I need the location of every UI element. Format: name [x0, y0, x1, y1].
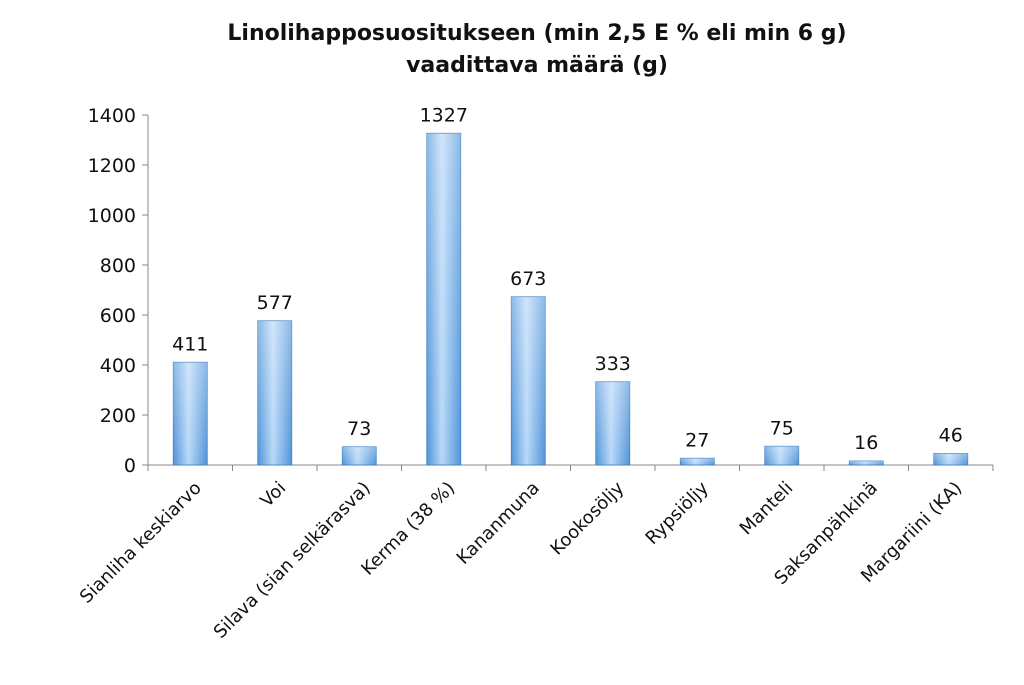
- data-label: 577: [257, 292, 293, 314]
- data-label: 411: [172, 333, 208, 355]
- data-label: 16: [854, 432, 878, 454]
- bar-highlight: [849, 461, 884, 465]
- y-tick-label: 1000: [88, 205, 136, 227]
- bar-highlight: [257, 320, 292, 465]
- bars: [172, 132, 969, 466]
- bar-highlight: [595, 381, 630, 465]
- bar-highlight: [764, 446, 799, 465]
- y-tick-label: 1400: [88, 105, 136, 127]
- data-label: 333: [595, 353, 631, 375]
- data-label: 75: [770, 417, 794, 439]
- data-label: 46: [939, 425, 963, 447]
- y-tick-label: 1200: [88, 155, 136, 177]
- axes: 0 200 400 600 800 1000 1200 1400: [88, 105, 994, 477]
- category-label: Manteli: [736, 478, 798, 540]
- category-label: Sianliha keskiarvo: [76, 478, 206, 608]
- category-label: Rypsiöljy: [642, 477, 713, 548]
- chart-title: Linolihapposuositukseen (min 2,5 E % eli…: [0, 18, 1024, 82]
- y-tick-label: 0: [124, 455, 136, 477]
- bar-highlight: [342, 446, 377, 465]
- data-label: 73: [347, 418, 371, 440]
- category-label: Kookosöljy: [546, 477, 628, 559]
- bar-highlight: [426, 133, 461, 465]
- data-label: 1327: [420, 104, 468, 126]
- y-tick-label: 800: [100, 255, 136, 277]
- y-tick-label: 400: [100, 355, 136, 377]
- data-label: 27: [685, 429, 709, 451]
- chart-title-line2: vaadittava määrä (g): [406, 53, 668, 78]
- chart-title-line1: Linolihapposuositukseen (min 2,5 E % eli…: [227, 21, 847, 46]
- bar-highlight: [933, 453, 968, 465]
- category-label: Silava (sian selkärasva): [210, 478, 375, 643]
- category-label: Voi: [256, 478, 290, 512]
- bar-highlight: [511, 296, 546, 465]
- y-tick-label: 600: [100, 305, 136, 327]
- data-label: 673: [510, 268, 546, 290]
- bar-highlight: [173, 362, 208, 465]
- bar-highlight: [680, 458, 715, 465]
- category-label: Kananmuna: [453, 478, 544, 569]
- y-tick-label: 200: [100, 405, 136, 427]
